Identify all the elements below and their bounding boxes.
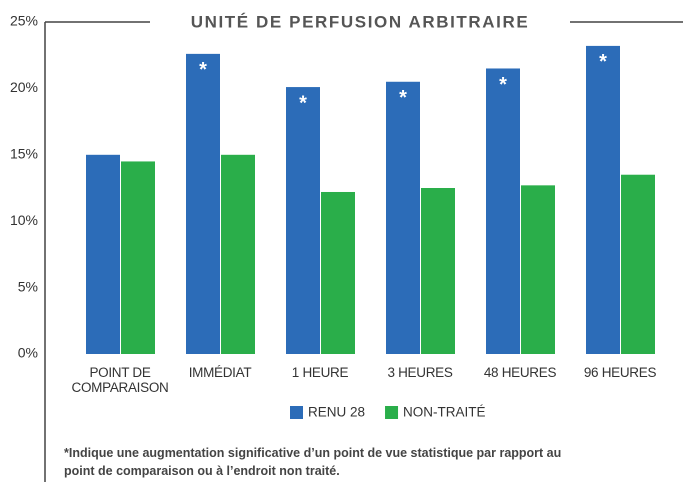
y-tick-label: 0% <box>18 345 38 361</box>
legend-swatch <box>290 406 303 419</box>
bar <box>186 53 220 354</box>
x-tick-label: 1 HEURE <box>291 365 349 380</box>
y-tick-label: 15% <box>10 146 38 162</box>
x-tick-label: 96 HEURES <box>583 365 657 380</box>
bar <box>586 45 620 355</box>
significance-marker: * <box>499 74 507 96</box>
chart-title: UNITÉ DE PERFUSION ARBITRAIRE <box>191 12 530 31</box>
y-tick-label: 25% <box>10 13 38 29</box>
x-tick-label: IMMÉDIAT <box>188 365 252 380</box>
legend-swatch <box>385 406 399 419</box>
footnote: *Indique une augmentation significative … <box>64 446 562 460</box>
bar <box>621 174 655 354</box>
bar <box>421 188 455 354</box>
significance-marker: * <box>599 51 607 73</box>
bar <box>286 87 320 355</box>
bar <box>321 191 355 354</box>
legend-label: RENU 28 <box>308 405 365 420</box>
x-tick-label: POINT DE COMPARAISON <box>71 365 169 395</box>
y-tick-label: 5% <box>18 278 38 294</box>
y-tick-label: 10% <box>10 212 38 228</box>
bar <box>521 185 555 354</box>
y-tick-label: 20% <box>10 79 38 95</box>
bar <box>386 81 420 354</box>
significance-marker: * <box>199 59 207 81</box>
significance-marker: * <box>299 92 307 114</box>
legend-label: NON-TRAITÉ <box>403 405 486 420</box>
bar <box>486 68 520 354</box>
x-tick-label: 48 HEURES <box>483 365 557 380</box>
bar <box>86 154 120 354</box>
x-tick-label: 3 HEURES <box>387 365 453 380</box>
footnote: point de comparaison ou à l’endroit non … <box>64 464 340 478</box>
significance-marker: * <box>399 87 407 109</box>
bar <box>121 161 155 354</box>
bar <box>221 154 255 354</box>
